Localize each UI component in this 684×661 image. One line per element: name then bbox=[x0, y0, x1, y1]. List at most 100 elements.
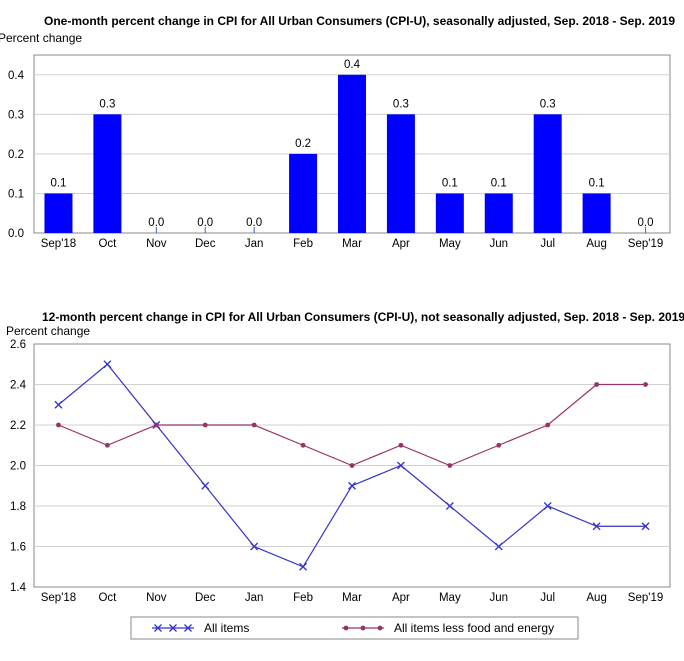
x-marker bbox=[494, 542, 503, 551]
chart1-bar bbox=[435, 193, 464, 233]
dot-marker bbox=[496, 442, 502, 448]
chart1-data-label: 0.1 bbox=[442, 177, 458, 189]
x-marker bbox=[201, 481, 210, 490]
chart2-legend: All items All items less food and energy bbox=[130, 616, 579, 640]
chart1-x-tick-label: Mar bbox=[342, 238, 362, 250]
chart2-x-tick-label: Aug bbox=[586, 592, 606, 604]
chart1-data-label: 0.0 bbox=[638, 217, 654, 229]
x-marker bbox=[103, 360, 112, 369]
x-marker bbox=[592, 522, 601, 531]
chart2-x-tick-label: Dec bbox=[195, 592, 216, 604]
chart1-data-labels: 0.1 0.3 0.0 0.0 0.0 0.2 0.4 0.3 0.1 0.1 0.3 0.1 0.0 bbox=[50, 59, 653, 229]
legend-x-marker bbox=[184, 624, 192, 632]
legend-x-marker bbox=[154, 624, 162, 632]
chart2-series bbox=[54, 360, 650, 571]
legend-item-core: All items less food and energy bbox=[342, 621, 554, 635]
chart1-data-label: 0.0 bbox=[197, 217, 213, 229]
chart1-x-tick-label: Apr bbox=[392, 238, 410, 250]
chart1-x-tick-label: Feb bbox=[293, 238, 313, 250]
chart1-data-label: 0.3 bbox=[393, 98, 409, 110]
dot-marker bbox=[545, 422, 551, 428]
chart1-bar bbox=[93, 114, 122, 233]
chart1-bars bbox=[44, 74, 647, 234]
x-marker bbox=[348, 481, 356, 490]
chart1-x-tick-label: Oct bbox=[98, 238, 117, 250]
chart2-y-tick-label: 2.2 bbox=[10, 420, 26, 432]
chart1-x-tick-label: Aug bbox=[586, 238, 606, 250]
legend-dot-marker bbox=[360, 625, 366, 631]
chart2-y-tick-label: 1.8 bbox=[10, 501, 26, 513]
x-marker bbox=[543, 502, 552, 510]
series-core-items bbox=[56, 382, 648, 468]
chart2-y-tick-label: 2.4 bbox=[10, 380, 27, 392]
chart1-data-label: 0.4 bbox=[344, 59, 361, 71]
x-marker bbox=[641, 522, 650, 531]
chart1-x-tick-label: Jan bbox=[245, 238, 264, 250]
chart2-y-axis-label: Percent change bbox=[6, 324, 90, 338]
monthly-change-bar-chart: One-month percent change in CPI for All … bbox=[0, 14, 675, 250]
chart1-bar bbox=[338, 74, 366, 234]
chart2-y-tick-label: 2.0 bbox=[10, 461, 26, 473]
x-marker bbox=[445, 502, 454, 510]
chart1-y-tick-label: 0.2 bbox=[8, 149, 24, 161]
chart1-y-tick-label: 0.3 bbox=[8, 109, 24, 121]
dot-marker bbox=[104, 442, 110, 448]
chart2-y-tick-label: 1.4 bbox=[10, 582, 27, 594]
chart2-x-tick-labels: Sep'18 Oct Nov Dec Jan Feb Mar Apr May Jun Jul Aug S… bbox=[41, 592, 664, 604]
chart1-x-tick-label: Nov bbox=[146, 238, 167, 250]
chart1-bar bbox=[484, 193, 513, 233]
legend-label-core: All items less food and energy bbox=[394, 621, 554, 635]
chart2-x-tick-label: May bbox=[439, 592, 461, 604]
chart2-x-tick-label: Sep'19 bbox=[628, 592, 663, 604]
dot-marker bbox=[643, 382, 648, 387]
chart1-bar bbox=[582, 193, 611, 233]
chart1-y-tick-label: 0.1 bbox=[8, 188, 24, 200]
chart2-y-tick-label: 2.6 bbox=[10, 339, 26, 351]
chart1-y-tick-labels: 0.0 0.1 0.2 0.3 0.4 bbox=[8, 70, 25, 240]
chart1-x-tick-label: Dec bbox=[195, 238, 216, 250]
chart2-y-tick-label: 1.6 bbox=[10, 542, 26, 554]
chart2-x-tick-label: Apr bbox=[392, 592, 410, 604]
dot-marker bbox=[56, 422, 61, 428]
chart2-x-tick-label: Feb bbox=[293, 592, 313, 604]
dot-marker bbox=[300, 442, 306, 448]
chart1-bar bbox=[44, 193, 73, 233]
dot-marker bbox=[251, 422, 257, 428]
dot-marker bbox=[153, 422, 159, 428]
chart1-data-label: 0.1 bbox=[589, 177, 605, 189]
chart2-x-tick-label: Mar bbox=[342, 592, 362, 604]
legend-label-all-items: All items bbox=[204, 621, 249, 635]
legend-dot-marker bbox=[343, 625, 349, 631]
chart1-x-tick-labels: Sep'18 Oct Nov Dec Jan Feb Mar Apr May Jun Jul Aug S… bbox=[41, 238, 664, 250]
chart2-x-tick-label: Jan bbox=[245, 592, 264, 604]
chart1-data-label: 0.2 bbox=[295, 138, 311, 150]
chart2-x-tick-label: Nov bbox=[146, 592, 167, 604]
chart2-x-tick-label: Jul bbox=[540, 592, 555, 604]
chart2-x-tick-label: Sep'18 bbox=[41, 592, 76, 604]
chart1-data-label: 0.3 bbox=[540, 98, 556, 110]
chart1-title: One-month percent change in CPI for All … bbox=[44, 14, 675, 28]
chart1-bar bbox=[386, 114, 415, 233]
chart1-x-tick-label: Sep'18 bbox=[41, 238, 76, 250]
legend-items: All items All items less food and energy bbox=[152, 621, 554, 635]
chart2-x-tick-label: Oct bbox=[98, 592, 117, 604]
chart1-data-label: 0.0 bbox=[148, 217, 164, 229]
chart1-bar bbox=[533, 114, 562, 233]
chart2-title: 12-month percent change in CPI for All U… bbox=[42, 310, 684, 324]
chart1-data-label: 0.1 bbox=[50, 177, 66, 189]
legend-x-marker bbox=[169, 624, 177, 632]
chart1-y-tick-label: 0.4 bbox=[8, 70, 25, 82]
dot-marker bbox=[398, 442, 404, 448]
x-marker bbox=[299, 562, 308, 571]
chart1-x-tick-label: Jul bbox=[540, 238, 555, 250]
x-marker bbox=[396, 461, 405, 470]
chart2-y-tick-labels: 1.4 1.6 1.8 2.0 2.2 2.4 2.6 bbox=[10, 339, 27, 594]
chart2-x-tick-label: Jun bbox=[489, 592, 508, 604]
x-marker bbox=[54, 400, 63, 409]
legend-item-all-items: All items bbox=[152, 621, 249, 635]
dot-marker bbox=[447, 463, 453, 468]
chart1-y-tick-label: 0.0 bbox=[8, 228, 24, 240]
chart1-x-tick-label: May bbox=[439, 238, 461, 250]
